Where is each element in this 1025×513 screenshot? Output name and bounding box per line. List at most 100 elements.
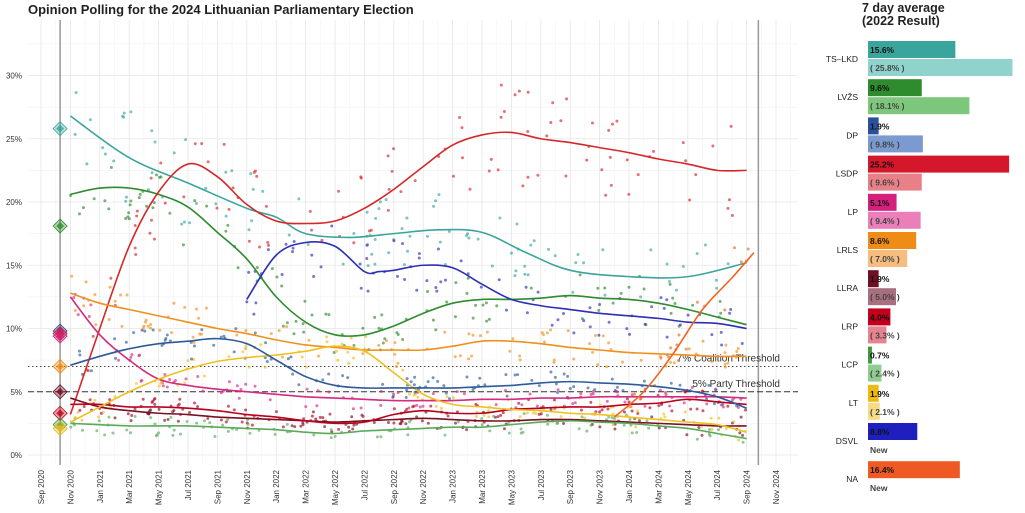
poll-dot <box>681 264 685 268</box>
poll-dot <box>280 355 284 359</box>
poll-dot <box>172 301 176 305</box>
trend-line-dp <box>246 240 747 330</box>
poll-dot <box>580 408 584 412</box>
trend-line-lp <box>69 296 747 402</box>
poll-dot <box>465 375 469 379</box>
poll-dot <box>244 408 248 412</box>
poll-dot <box>352 356 356 360</box>
poll-dot <box>723 351 727 355</box>
avg-value-label: 16.4% <box>870 465 895 475</box>
poll-dot <box>574 261 578 265</box>
poll-dot <box>432 204 436 208</box>
party-label: DP <box>846 130 858 140</box>
poll-dot <box>401 368 405 372</box>
poll-dot <box>386 154 390 158</box>
poll-dot <box>471 333 475 337</box>
poll-dot <box>293 425 297 429</box>
poll-dot <box>137 196 141 200</box>
result-value-label: ( 9.6% ) <box>870 178 900 188</box>
poll-dot <box>203 419 207 423</box>
party-label: LLRA <box>837 283 859 293</box>
poll-dot <box>552 398 556 402</box>
poll-dot <box>447 229 451 233</box>
poll-dot <box>392 392 396 396</box>
poll-dot <box>327 390 331 394</box>
poll-dot <box>94 323 98 327</box>
poll-dot <box>379 435 383 439</box>
poll-dot <box>594 334 598 338</box>
poll-dot <box>532 239 536 243</box>
x-tick-label: Sep 2021 <box>213 469 222 504</box>
poll-dot <box>219 418 223 422</box>
result-bar <box>868 97 970 115</box>
poll-dot <box>425 290 429 294</box>
poll-dot <box>232 350 236 354</box>
poll-dot <box>466 232 470 236</box>
poll-dot <box>684 347 688 351</box>
poll-dot <box>553 254 557 258</box>
poll-dot <box>301 421 305 425</box>
poll-dot <box>720 343 724 347</box>
poll-dot <box>525 311 529 315</box>
bar-group-ts–lkd: TS–LKD 15.6% ( 25.8% ) <box>826 41 1013 76</box>
poll-dot <box>529 243 533 247</box>
poll-dot <box>325 335 329 339</box>
trend-line-lcp <box>70 420 747 440</box>
poll-dot <box>398 422 402 426</box>
poll-dot <box>588 306 592 310</box>
poll-dot <box>163 201 167 205</box>
poll-dot <box>601 334 605 338</box>
poll-dot <box>499 413 503 417</box>
poll-dot <box>470 354 474 358</box>
poll-dot <box>678 383 682 387</box>
poll-dot <box>487 415 491 419</box>
poll-dot <box>249 172 253 176</box>
poll-dot <box>70 274 74 278</box>
poll-dot <box>636 409 640 413</box>
poll-dot <box>723 365 727 369</box>
poll-dot <box>597 308 601 312</box>
poll-dot <box>604 193 608 197</box>
poll-dot <box>673 302 677 306</box>
poll-dot <box>308 209 312 213</box>
avg-value-label: 1.9% <box>870 389 890 399</box>
poll-dot <box>367 229 371 233</box>
poll-dot <box>230 169 234 173</box>
poll-dot <box>286 357 290 361</box>
poll-dot <box>292 239 296 243</box>
poll-dot <box>405 377 409 381</box>
poll-dot <box>417 256 421 260</box>
poll-dot <box>149 218 153 222</box>
poll-dot <box>699 425 703 429</box>
poll-dot <box>426 234 430 238</box>
result-value-label: ( 25.8% ) <box>870 63 905 73</box>
poll-dot <box>585 158 589 162</box>
poll-dot <box>204 306 208 310</box>
poll-dot <box>636 412 640 416</box>
x-tick-label: Mar 2023 <box>478 469 487 503</box>
poll-dot <box>729 124 733 128</box>
poll-dot <box>297 383 301 387</box>
election-result-marker-core <box>56 332 65 341</box>
avg-bar <box>868 270 879 288</box>
poll-dot <box>337 189 341 193</box>
poll-dot <box>275 275 279 279</box>
poll-dot <box>236 266 240 270</box>
poll-dot <box>122 111 126 115</box>
poll-dot <box>615 385 619 389</box>
poll-dot <box>681 141 685 145</box>
result-value-label: ( 2.4% ) <box>870 369 900 379</box>
poll-dot <box>377 326 381 330</box>
poll-dot <box>323 425 327 429</box>
x-tick-label: Mar 2022 <box>302 469 311 503</box>
poll-dot <box>240 420 244 424</box>
poll-dot <box>192 344 196 348</box>
poll-dot <box>113 337 117 341</box>
poll-dot <box>606 407 610 411</box>
poll-dot <box>320 238 324 242</box>
poll-dot <box>711 144 715 148</box>
poll-dot <box>549 408 553 412</box>
poll-dot <box>81 428 85 432</box>
poll-dot <box>108 285 112 289</box>
